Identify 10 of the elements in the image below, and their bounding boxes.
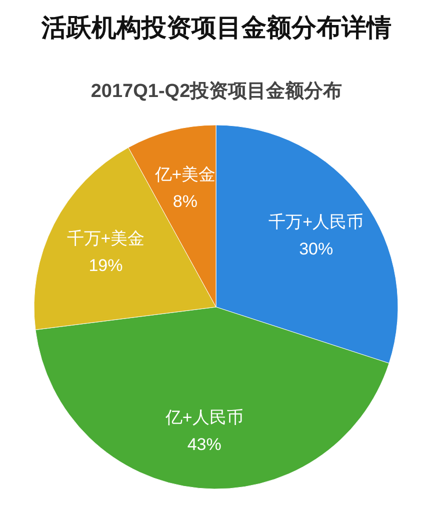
chart-title: 活跃机构投资项目金额分布详情 [40, 14, 392, 42]
data-label: 43% [187, 435, 222, 454]
data-label: 30% [299, 239, 334, 258]
chart-subtitle: 2017Q1-Q2投资项目金额分布 [90, 80, 342, 102]
slice-label: 千万+美金 [66, 228, 145, 248]
slice-label: 亿+人民币 [164, 408, 244, 428]
data-label: 19% [88, 256, 123, 275]
data-label: 8% [172, 192, 198, 212]
slice-label: 千万+人民币 [268, 212, 364, 232]
slice-label: 亿+美金 [154, 165, 216, 184]
